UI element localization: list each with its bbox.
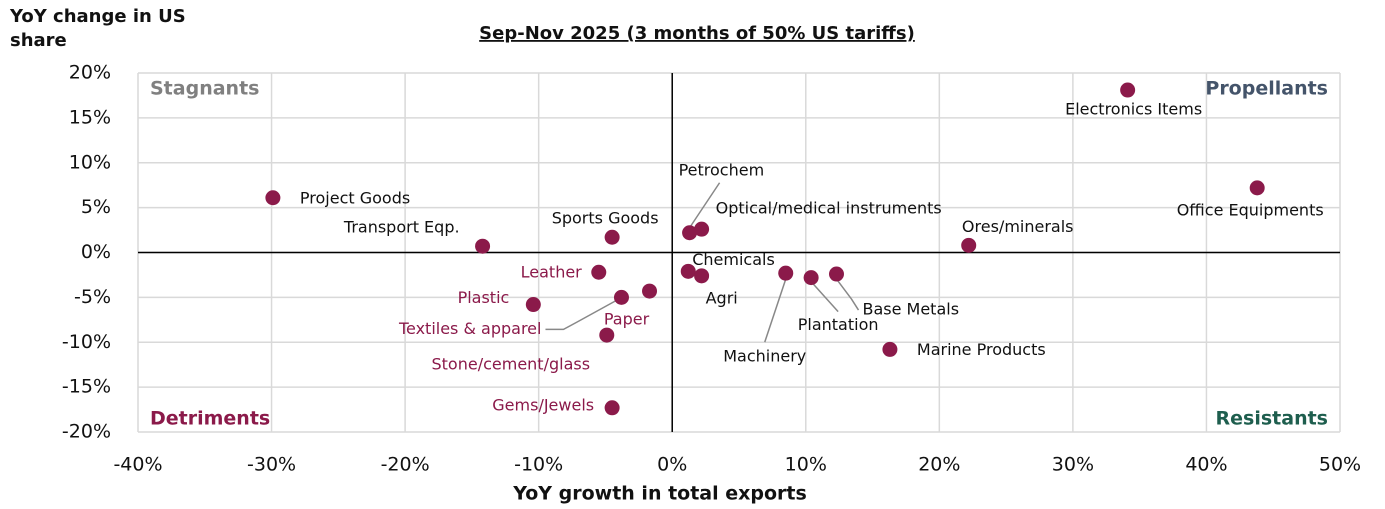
point <box>642 283 658 299</box>
point-label: Gems/Jewels <box>492 395 594 414</box>
quadrant-label: Resistants <box>1216 408 1328 430</box>
x-tick-label: -20% <box>381 454 430 476</box>
point-label: Leather <box>521 263 583 282</box>
y-tick-label: 5% <box>81 196 111 218</box>
x-tick-label: 0% <box>657 454 687 476</box>
x-tick-label: -10% <box>514 454 563 476</box>
y-tick-label: 0% <box>81 241 111 263</box>
x-tick-label: 50% <box>1319 454 1361 476</box>
x-tick-label: 20% <box>918 454 960 476</box>
y-tick-label: 20% <box>69 62 111 84</box>
point-label: Petrochem <box>679 160 765 179</box>
x-tick-label: -40% <box>113 454 162 476</box>
point <box>1249 180 1265 196</box>
y-tick-label: -15% <box>62 376 111 398</box>
y-tick-label: -5% <box>74 286 111 308</box>
point-label: Stone/cement/glass <box>432 355 591 374</box>
chart-title: Sep-Nov 2025 (3 months of 50% US tariffs… <box>479 23 915 44</box>
leader-line <box>810 281 839 313</box>
y-tick-label: -10% <box>62 331 111 353</box>
point-label: Paper <box>604 310 650 329</box>
x-tick-label: 10% <box>785 454 827 476</box>
point-label: Machinery <box>723 347 806 366</box>
point <box>828 266 844 282</box>
point <box>613 289 629 305</box>
point <box>803 270 819 286</box>
y-tick-label: 10% <box>69 151 111 173</box>
point-label: Textiles & apparel <box>398 319 542 338</box>
point <box>778 265 794 281</box>
point <box>961 237 977 253</box>
x-axis-title: YoY growth in total exports <box>512 483 807 505</box>
point <box>599 327 615 343</box>
leader-line <box>764 278 787 343</box>
quadrant-label: Propellants <box>1205 78 1328 100</box>
point <box>694 221 710 237</box>
x-tick-label: 40% <box>1185 454 1227 476</box>
point <box>694 268 710 284</box>
point-label: Ores/minerals <box>962 217 1074 236</box>
point <box>882 341 898 357</box>
point <box>604 400 620 416</box>
point-label: Plantation <box>798 315 879 334</box>
point-label: Plastic <box>458 288 510 307</box>
point-label: Marine Products <box>917 340 1046 359</box>
leader-line <box>835 278 860 311</box>
point-label: Optical/medical instruments <box>716 199 942 218</box>
point <box>475 238 491 254</box>
point-label: Electronics Items <box>1065 100 1202 119</box>
quadrant-label: Stagnants <box>150 78 259 100</box>
point-label: Project Goods <box>300 188 410 207</box>
point <box>604 229 620 245</box>
leader-line <box>688 182 721 229</box>
point <box>525 297 541 313</box>
point <box>680 263 696 279</box>
point <box>265 190 281 206</box>
point-label: Office Equipments <box>1177 200 1324 219</box>
point-label: Sports Goods <box>552 209 659 228</box>
point-label: Base Metals <box>862 300 959 319</box>
point <box>682 225 698 241</box>
y-tick-label: 15% <box>69 106 111 128</box>
point-label: Transport Eqp. <box>343 218 460 237</box>
quadrant-label: Detriments <box>150 408 270 430</box>
y-axis-title: YoY change in US share <box>10 6 186 51</box>
point <box>1120 82 1136 98</box>
point-label: Chemicals <box>692 250 775 269</box>
y-tick-label: -20% <box>62 421 111 443</box>
x-tick-label: 30% <box>1052 454 1094 476</box>
leader-line <box>545 299 617 331</box>
point-label: Agri <box>706 288 738 307</box>
x-tick-label: -30% <box>247 454 296 476</box>
point <box>591 264 607 280</box>
